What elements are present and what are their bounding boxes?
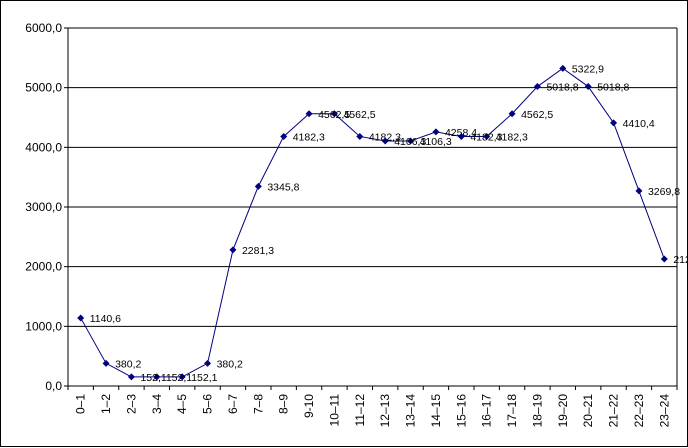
gridlines: [68, 27, 677, 327]
data-label-14: 4258,4: [445, 127, 477, 139]
data-label-10: 4562,5: [343, 109, 375, 121]
data-label-0: 1140,6: [90, 313, 121, 325]
x-tick-label-6: 6–7: [226, 394, 240, 414]
data-point-6: [229, 246, 237, 254]
x-tick-label-17: 17–18: [505, 394, 519, 428]
y-tick-label-4: 4000,0: [25, 140, 62, 154]
x-axis-ticks: 0–1 1–2 2–3 3–4 4–5 5–6 6–7 7–8 8–9 9-10 10–11 11–1…: [67, 386, 678, 428]
x-tick-label-15: 15–16: [454, 394, 468, 428]
data-point-3: [153, 373, 161, 381]
x-tick-label-21: 21–22: [607, 394, 621, 428]
y-tick-label-2: 2000,0: [25, 260, 62, 274]
data-label-13: 4106,3: [420, 136, 452, 148]
x-tick-label-14: 14–15: [429, 394, 443, 428]
data-point-13: [407, 137, 415, 145]
x-tick-label-10: 10–11: [327, 394, 341, 427]
x-tick-label-1: 1–2: [99, 394, 113, 414]
data-label-4: 152,1: [191, 372, 217, 384]
x-tick-label-19: 19–20: [556, 394, 570, 428]
data-point-17: [508, 110, 516, 118]
data-point-10: [330, 110, 338, 118]
x-tick-label-22: 22–23: [632, 394, 646, 428]
x-tick-label-18: 18–19: [530, 394, 544, 428]
data-label-9: 4562,5: [318, 109, 350, 121]
data-point-8: [280, 132, 288, 140]
data-label-12: 4106,3: [394, 136, 426, 148]
x-tick-label-11: 11–12: [353, 394, 367, 427]
data-label-18: 5018,8: [546, 82, 578, 94]
x-tick-label-20: 20–21: [581, 394, 595, 428]
data-point-7: [254, 182, 262, 190]
x-tick-label-2: 2–3: [124, 394, 138, 414]
data-point-19: [559, 64, 567, 72]
data-label-6: 2281,3: [242, 245, 274, 257]
data-label-20: 5018,8: [597, 82, 629, 94]
x-tick-label-7: 7–8: [251, 394, 265, 414]
data-label-3: 152,1: [166, 372, 192, 384]
series-line-0: [80, 67, 665, 378]
data-label-11: 4182,3: [369, 131, 401, 143]
data-point-12: [381, 137, 389, 145]
data-point-15: [457, 132, 465, 140]
x-tick-label-13: 13–14: [404, 394, 418, 428]
data-point-5: [204, 359, 212, 367]
data-label-17: 4562,5: [521, 109, 553, 121]
data-point-22: [635, 187, 643, 195]
data-point-9: [305, 110, 313, 118]
x-tick-label-16: 16–17: [480, 394, 494, 428]
data-point-4: [178, 373, 186, 381]
data-point-2: [127, 373, 135, 381]
data-label-2: 152,1: [140, 372, 166, 384]
data-point-14: [432, 128, 440, 136]
data-point-16: [483, 132, 491, 140]
x-tick-label-9: 9-10: [302, 394, 316, 418]
data-label-5: 380,2: [217, 358, 243, 370]
data-markers: [77, 64, 668, 381]
data-label-23: 2129,2: [673, 254, 688, 266]
y-tick-label-0: 0,0: [45, 379, 62, 393]
data-point-11: [356, 132, 364, 140]
data-point-18: [533, 83, 541, 91]
data-label-19: 5322,9: [572, 63, 604, 75]
data-label-8: 4182,3: [293, 131, 325, 143]
data-label-15: 4182,3: [470, 131, 502, 143]
data-label-16: 4182,3: [496, 131, 528, 143]
x-tick-label-5: 5–6: [201, 394, 215, 414]
x-tick-label-0: 0–1: [74, 394, 88, 414]
series-line-group: [80, 67, 665, 378]
data-point-0: [77, 314, 85, 322]
data-point-23: [660, 255, 668, 263]
data-point-21: [610, 119, 618, 127]
y-tick-label-3: 3000,0: [25, 200, 62, 214]
y-tick-label-6: 6000,0: [25, 21, 62, 35]
data-label-22: 3269,8: [648, 186, 680, 198]
x-tick-label-8: 8–9: [277, 394, 291, 414]
y-axis-ticks: 0,0 1000,0 2000,0 3000,0 4000,0 5000,0 6000,0: [25, 21, 68, 393]
y-tick-label-5: 5000,0: [25, 81, 62, 95]
data-point-1: [102, 359, 110, 367]
data-label-7: 3345,8: [267, 181, 299, 193]
y-tick-label-1: 1000,0: [25, 319, 62, 333]
x-tick-label-12: 12–13: [378, 394, 392, 428]
data-label-21: 4410,4: [623, 118, 655, 130]
x-tick-label-23: 23–24: [657, 394, 671, 428]
x-tick-label-3: 3–4: [150, 394, 164, 414]
x-tick-label-4: 4–5: [175, 394, 189, 414]
data-point-20: [584, 83, 592, 91]
data-label-1: 380,2: [115, 358, 141, 370]
